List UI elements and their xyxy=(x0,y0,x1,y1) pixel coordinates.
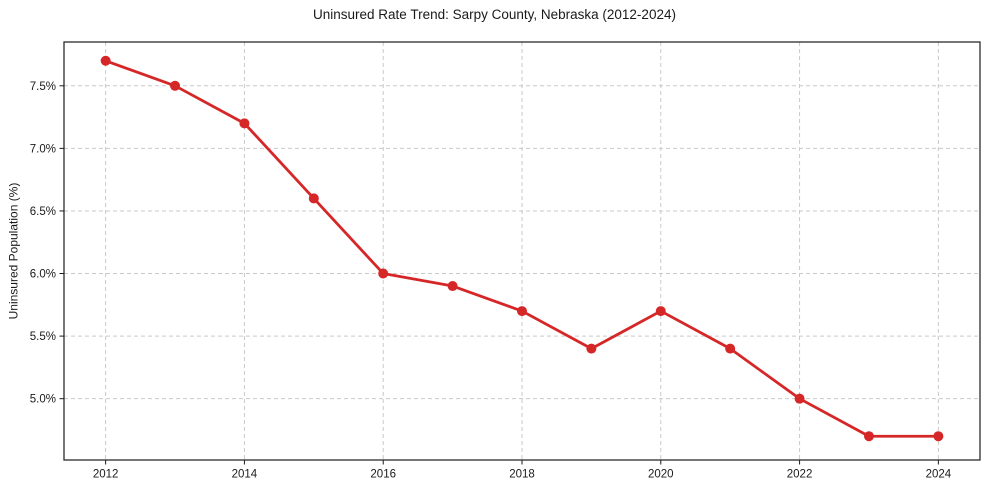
x-tick-label: 2012 xyxy=(93,469,119,481)
data-point xyxy=(794,393,805,404)
x-tick-label: 2018 xyxy=(509,469,535,481)
x-tick-label: 2022 xyxy=(787,469,813,481)
data-point xyxy=(933,431,944,442)
y-tick-label: 5.5% xyxy=(30,331,56,343)
y-tick-label: 6.5% xyxy=(30,206,56,218)
data-point xyxy=(378,268,389,279)
chart-title: Uninsured Rate Trend: Sarpy County, Nebr… xyxy=(313,7,676,22)
y-tick-label: 5.0% xyxy=(30,394,56,406)
data-point xyxy=(586,343,597,354)
y-tick-label: 6.0% xyxy=(30,269,56,281)
data-point xyxy=(655,306,666,317)
data-point xyxy=(517,306,527,317)
x-tick-label: 2020 xyxy=(648,469,674,481)
x-tick-label: 2016 xyxy=(370,469,396,481)
data-point xyxy=(239,118,250,129)
data-point xyxy=(725,343,736,354)
data-point xyxy=(100,55,111,66)
data-point xyxy=(447,281,458,292)
y-tick-label: 7.0% xyxy=(30,143,56,155)
data-point xyxy=(863,431,874,442)
x-tick-label: 2024 xyxy=(926,469,952,481)
plot-border xyxy=(63,41,981,461)
data-point xyxy=(308,193,319,204)
x-tick-label: 2014 xyxy=(232,469,258,481)
y-tick-label: 7.5% xyxy=(30,81,56,93)
data-point xyxy=(170,80,181,91)
